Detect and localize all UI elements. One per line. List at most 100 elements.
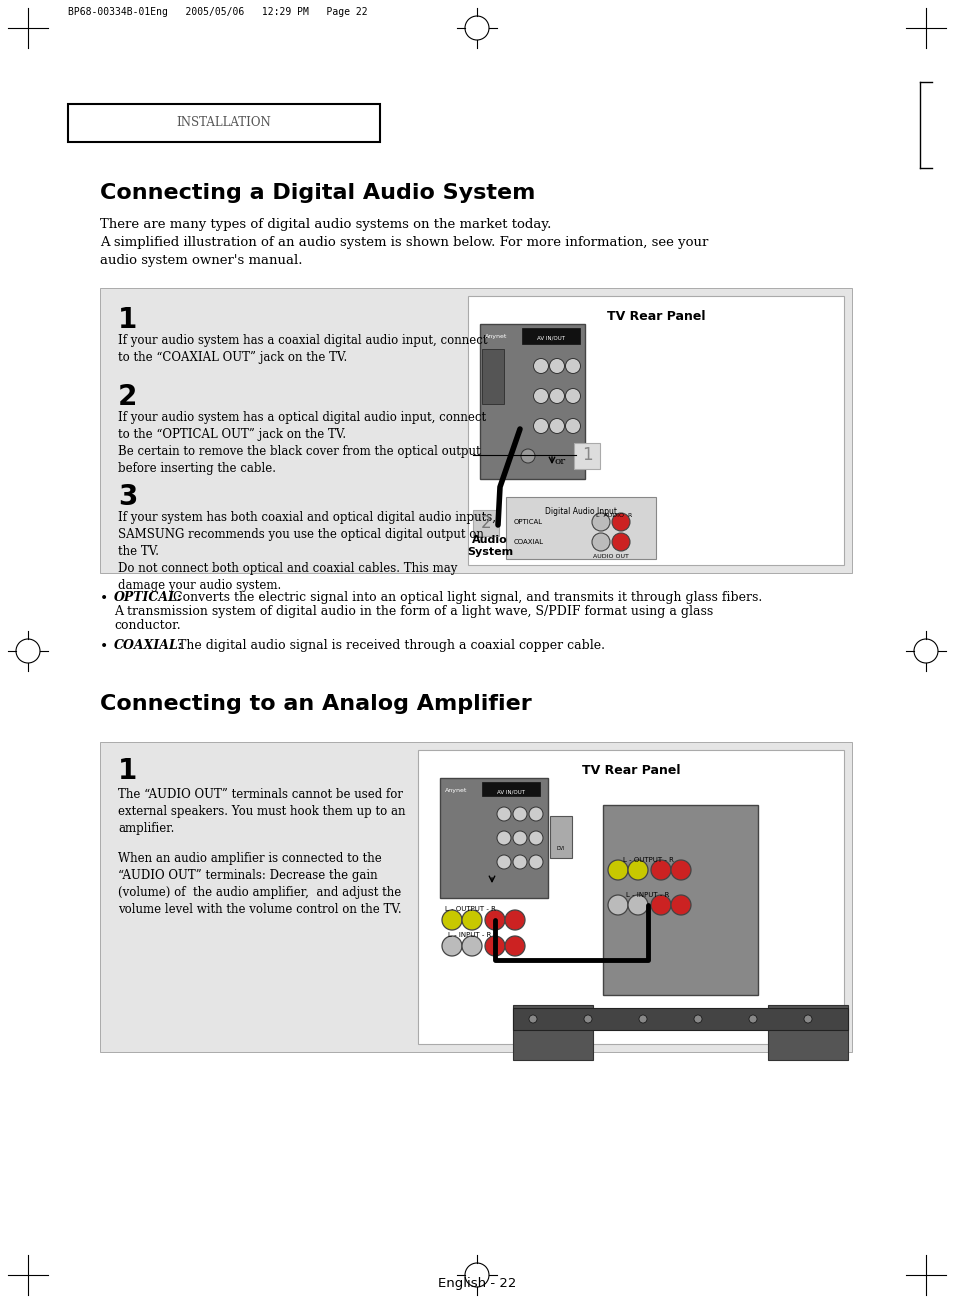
Circle shape	[549, 418, 564, 434]
Bar	[505, 496, 656, 559]
Circle shape	[627, 860, 647, 880]
Text: •: •	[100, 638, 108, 653]
Bar	[602, 805, 758, 995]
Circle shape	[627, 895, 647, 915]
Text: Digital Audio Input: Digital Audio Input	[544, 507, 617, 516]
Circle shape	[592, 533, 609, 551]
Text: 1: 1	[581, 446, 592, 464]
Circle shape	[513, 807, 526, 821]
Text: There are many types of digital audio systems on the market today.: There are many types of digital audio sy…	[100, 218, 551, 231]
Circle shape	[497, 831, 511, 846]
Text: OPTICAL:: OPTICAL:	[113, 592, 182, 605]
Text: 1: 1	[118, 757, 137, 784]
Circle shape	[583, 1015, 592, 1023]
Circle shape	[565, 358, 579, 374]
Text: OPTICAL: OPTICAL	[514, 519, 542, 525]
Text: conductor.: conductor.	[113, 619, 180, 632]
Bar	[521, 328, 579, 344]
Circle shape	[549, 388, 564, 404]
Text: INSTALLATION: INSTALLATION	[176, 116, 271, 129]
Text: AUDIO OUT: AUDIO OUT	[593, 554, 628, 559]
Bar	[767, 1005, 847, 1061]
Circle shape	[533, 418, 548, 434]
Circle shape	[441, 909, 461, 930]
Circle shape	[693, 1015, 701, 1023]
Text: •: •	[100, 592, 108, 605]
Circle shape	[748, 1015, 757, 1023]
Circle shape	[565, 388, 579, 404]
Text: English - 22: English - 22	[437, 1277, 516, 1290]
Text: TV Rear Panel: TV Rear Panel	[581, 764, 679, 777]
Text: L - INPUT - R: L - INPUT - R	[626, 893, 669, 898]
Bar	[100, 288, 851, 573]
Circle shape	[533, 388, 548, 404]
Circle shape	[461, 936, 481, 956]
Bar	[68, 104, 379, 142]
Circle shape	[461, 909, 481, 930]
Text: L - INPUT - R: L - INPUT - R	[448, 932, 491, 938]
Text: A simplified illustration of an audio system is shown below. For more informatio: A simplified illustration of an audio sy…	[100, 236, 708, 267]
Text: Connecting a Digital Audio System: Connecting a Digital Audio System	[100, 182, 535, 203]
Circle shape	[592, 513, 609, 532]
Text: When an audio amplifier is connected to the
“AUDIO OUT” terminals: Decrease the : When an audio amplifier is connected to …	[118, 852, 401, 916]
Text: If your audio system has a coaxial digital audio input, connect
to the “COAXIAL : If your audio system has a coaxial digit…	[118, 334, 487, 364]
Text: L - OUTPUT - R: L - OUTPUT - R	[444, 906, 495, 912]
Circle shape	[650, 860, 670, 880]
Bar	[481, 349, 503, 404]
Text: Anynet: Anynet	[484, 334, 507, 339]
Bar	[473, 509, 498, 536]
Text: AV IN/OUT: AV IN/OUT	[497, 790, 524, 794]
Bar	[550, 816, 572, 857]
Circle shape	[504, 909, 524, 930]
Circle shape	[497, 807, 511, 821]
Circle shape	[612, 533, 629, 551]
Circle shape	[520, 450, 535, 463]
Circle shape	[513, 855, 526, 869]
Circle shape	[612, 513, 629, 532]
Bar	[513, 1009, 847, 1029]
Text: If your system has both coaxial and optical digital audio inputs,
SAMSUNG recomm: If your system has both coaxial and opti…	[118, 511, 496, 592]
Text: DVI: DVI	[557, 846, 565, 851]
Circle shape	[533, 358, 548, 374]
Circle shape	[639, 1015, 646, 1023]
Bar	[417, 751, 843, 1044]
Circle shape	[529, 1015, 537, 1023]
Circle shape	[504, 936, 524, 956]
Circle shape	[441, 936, 461, 956]
Text: or: or	[554, 456, 565, 465]
Text: 2: 2	[118, 383, 137, 410]
Circle shape	[549, 358, 564, 374]
Text: TV Rear Panel: TV Rear Panel	[606, 310, 704, 323]
Text: Converts the electric signal into an optical light signal, and transmits it thro: Converts the electric signal into an opt…	[169, 592, 761, 605]
Text: COAXIAL: COAXIAL	[514, 539, 543, 545]
Text: If your audio system has a optical digital audio input, connect
to the “OPTICAL : If your audio system has a optical digit…	[118, 410, 486, 476]
Text: BP68-00334B-01Eng   2005/05/06   12:29 PM   Page 22: BP68-00334B-01Eng 2005/05/06 12:29 PM Pa…	[68, 7, 367, 17]
Bar	[481, 782, 539, 796]
Text: Audio
System: Audio System	[466, 536, 513, 556]
Text: 3: 3	[118, 483, 137, 511]
Circle shape	[607, 860, 627, 880]
Circle shape	[670, 860, 690, 880]
Circle shape	[484, 909, 504, 930]
Circle shape	[670, 895, 690, 915]
Text: L  AUDIO  R: L AUDIO R	[596, 513, 632, 519]
Text: The digital audio signal is received through a coaxial copper cable.: The digital audio signal is received thr…	[173, 638, 604, 652]
Circle shape	[565, 418, 579, 434]
Bar	[468, 296, 843, 566]
Circle shape	[607, 895, 627, 915]
Circle shape	[484, 936, 504, 956]
Bar	[513, 1005, 593, 1061]
Text: L - OUTPUT - R: L - OUTPUT - R	[622, 857, 673, 863]
Circle shape	[529, 807, 542, 821]
Text: The “AUDIO OUT” terminals cannot be used for
external speakers. You must hook th: The “AUDIO OUT” terminals cannot be used…	[118, 788, 405, 835]
Text: Anynet: Anynet	[444, 788, 467, 794]
Text: A transmission system of digital audio in the form of a light wave, S/PDIF forma: A transmission system of digital audio i…	[113, 605, 713, 618]
Bar	[439, 778, 547, 898]
Circle shape	[529, 855, 542, 869]
Bar	[574, 443, 599, 469]
Bar	[479, 324, 584, 480]
Circle shape	[513, 831, 526, 846]
Text: 1: 1	[118, 306, 137, 334]
Circle shape	[497, 855, 511, 869]
Text: 2: 2	[480, 513, 491, 532]
